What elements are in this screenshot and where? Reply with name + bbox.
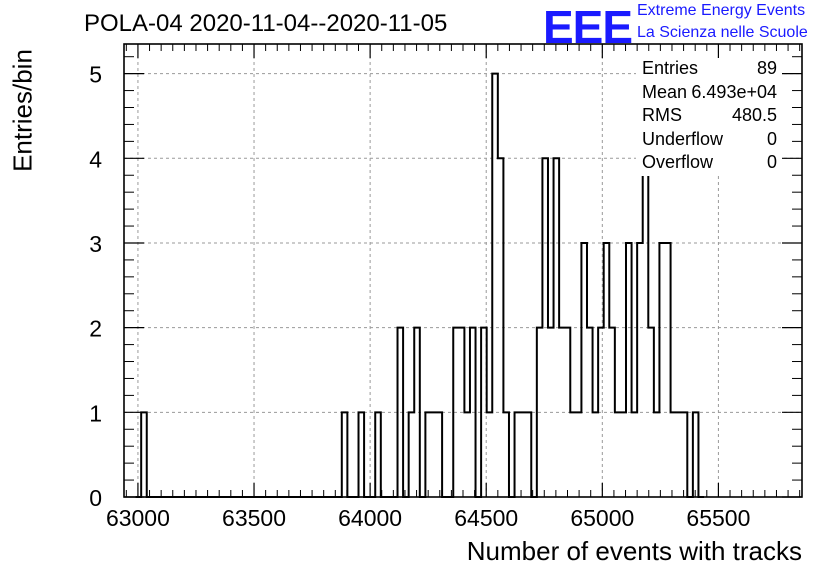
- stats-row: Mean 6.493e+04: [636, 82, 781, 106]
- stats-box: Entries 89 Mean 6.493e+04 RMS 480.5 Underfl…: [636, 58, 781, 176]
- brand-line-2: La Scienza nelle Scuole: [637, 24, 808, 41]
- stats-value: 480.5: [731, 105, 777, 125]
- tick-labels: 63000 63500 64000 64500 65000 65500 0 1 2 3 4 5: [89, 62, 750, 531]
- y-tick-label: 3: [89, 231, 102, 257]
- x-tick-label: 64000: [338, 505, 402, 531]
- eee-logo: EEE: [543, 1, 633, 53]
- x-tick-label: 65000: [570, 505, 634, 531]
- x-axis-label: Number of events with tracks: [466, 536, 802, 566]
- stats-value: 0: [766, 152, 777, 172]
- x-tick-label: 63000: [106, 505, 170, 531]
- stats-value: 0: [766, 128, 777, 149]
- histogram-outline: [135, 72, 705, 498]
- y-tick-label: 5: [89, 62, 102, 88]
- y-tick-label: 4: [89, 146, 102, 172]
- y-tick-label: 0: [89, 485, 102, 511]
- axis-ticks: [124, 44, 802, 498]
- stats-key: Overflow: [642, 152, 714, 172]
- y-tick-label: 1: [89, 400, 102, 426]
- stats-row: Underflow 0: [636, 129, 781, 153]
- stats-key: RMS: [642, 105, 682, 125]
- stats-row: Overflow 0: [636, 152, 781, 176]
- stats-row: Entries 89: [636, 58, 781, 82]
- y-tick-label: 2: [89, 316, 102, 342]
- stats-key: Entries: [642, 58, 699, 78]
- stats-key: Mean: [642, 81, 688, 102]
- x-tick-label: 63500: [222, 505, 286, 531]
- stats-key: Underflow: [642, 128, 724, 149]
- brand-line-1: Extreme Energy Events: [637, 2, 806, 19]
- x-tick-label: 65500: [686, 505, 750, 531]
- y-axis-label: Entries/bin: [7, 49, 38, 172]
- stats-row: RMS 480.5: [636, 105, 781, 129]
- chart-title: POLA-04 2020-11-04--2020-11-05: [84, 10, 448, 37]
- x-tick-label: 64500: [454, 505, 518, 531]
- stats-value: 89: [756, 58, 777, 78]
- stats-value: 6.493e+04: [691, 81, 777, 102]
